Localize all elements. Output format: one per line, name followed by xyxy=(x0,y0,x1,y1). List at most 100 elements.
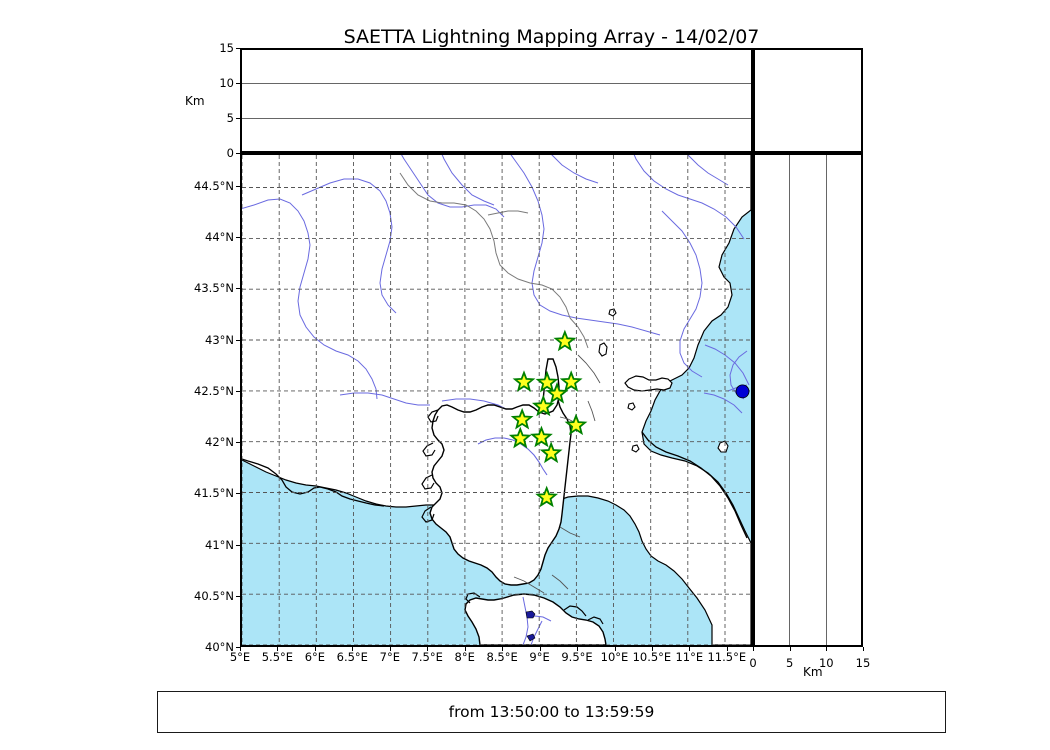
lat-tick-mark xyxy=(236,442,240,443)
right-panel-gridline xyxy=(825,155,827,645)
lat-tick-label: 43°N xyxy=(205,332,234,347)
right-panel-gridline xyxy=(789,155,791,645)
right-panel-x-tick-label: 10 xyxy=(818,656,834,670)
altitude-vs-latitude-panel[interactable] xyxy=(753,153,863,647)
top-panel-y-axis-label: Km xyxy=(185,94,205,108)
lat-tick-label: 43.5°N xyxy=(194,281,234,296)
station-star-marker xyxy=(508,426,532,449)
lat-tick-mark xyxy=(236,339,240,341)
lon-tick-mark xyxy=(651,647,653,651)
lon-tick-mark xyxy=(464,647,466,651)
administrative-borders xyxy=(399,172,589,349)
landmass-sardinia xyxy=(464,593,607,645)
station-star-marker xyxy=(559,370,583,392)
lon-tick-label: 8°E xyxy=(454,650,475,664)
station-star-marker xyxy=(512,370,536,392)
lon-tick-label: 7.5°E xyxy=(411,650,443,664)
lon-tick-label: 6.5°E xyxy=(336,650,368,664)
lon-tick-mark xyxy=(614,647,616,651)
top-panel-y-tick-mark xyxy=(236,118,240,119)
lon-tick-label: 9.5°E xyxy=(561,650,593,664)
lon-tick-mark xyxy=(577,647,578,651)
map-markers-layer xyxy=(508,329,750,508)
island-capraia xyxy=(598,342,608,357)
time-range-caption: from 13:50:00 to 13:59:59 xyxy=(157,691,946,733)
lon-tick-mark xyxy=(689,647,691,651)
altitude-histogram-panel[interactable] xyxy=(753,48,863,153)
lon-tick-mark xyxy=(240,647,241,651)
altitude-vs-longitude-panel[interactable] xyxy=(240,48,753,153)
right-panel-x-tick-mark xyxy=(863,647,864,651)
coastline-liguria xyxy=(641,431,748,539)
lon-tick-label: 7°E xyxy=(379,650,400,664)
lat-tick-mark xyxy=(236,288,240,290)
right-panel-x-tick-mark xyxy=(753,647,754,651)
lon-tick-label: 5.5°E xyxy=(261,650,294,664)
lon-tick-label: 10°E xyxy=(600,650,629,664)
island-giglio xyxy=(717,440,729,453)
lon-tick-mark xyxy=(277,647,279,651)
lat-tick-mark xyxy=(236,390,240,392)
top-panel-gridline xyxy=(242,117,751,119)
top-panel-gridline xyxy=(242,82,751,84)
right-panel-x-tick-label: 0 xyxy=(749,656,757,670)
lon-tick-label: 9°E xyxy=(529,650,550,664)
lat-tick-label: 44.5°N xyxy=(194,178,234,193)
page-title: SAETTA Lightning Mapping Array - 14/02/0… xyxy=(343,26,760,48)
map-panel[interactable] xyxy=(240,153,753,647)
station-star-marker xyxy=(535,370,559,393)
island-pianosa xyxy=(627,402,636,411)
station-star-marker xyxy=(530,425,553,448)
right-panel-x-tick-label: 5 xyxy=(786,656,794,670)
lon-tick-mark xyxy=(539,647,541,651)
top-panel-y-tick-label: 0 xyxy=(226,146,234,160)
station-star-marker xyxy=(564,413,588,436)
station-star-marker xyxy=(531,394,555,417)
lon-tick-label: 11°E xyxy=(675,650,704,664)
lon-tick-mark xyxy=(502,647,504,651)
lat-tick-label: 40.5°N xyxy=(194,588,234,603)
coastline-riviera xyxy=(242,458,385,507)
top-panel-y-tick-mark xyxy=(236,83,240,84)
map-gridlines xyxy=(242,155,751,645)
lat-tick-mark xyxy=(236,595,240,597)
lakes-sardinia xyxy=(525,610,536,642)
right-panel-x-tick-mark xyxy=(789,647,791,651)
lon-tick-mark xyxy=(726,647,728,651)
time-range-text: from 13:50:00 to 13:59:59 xyxy=(448,703,655,721)
top-panel-y-tick-label: 5 xyxy=(226,111,234,125)
station-star-marker xyxy=(539,441,563,464)
lightning-source-marker xyxy=(735,384,750,399)
top-panel-y-tick-mark xyxy=(236,48,240,49)
lon-tick-mark xyxy=(389,647,391,651)
lat-tick-mark xyxy=(236,647,240,648)
lat-tick-label: 42.5°N xyxy=(194,383,234,398)
right-panel-x-tick-label: 15 xyxy=(855,656,871,670)
lat-tick-label: 41°N xyxy=(205,537,234,552)
lat-tick-label: 42°N xyxy=(205,435,234,449)
lon-tick-label: 10.5°E xyxy=(632,650,672,664)
lat-tick-label: 40°N xyxy=(205,640,234,654)
station-star-marker xyxy=(553,329,577,352)
lat-tick-mark xyxy=(236,544,240,546)
lat-tick-label: 44°N xyxy=(205,230,234,244)
lon-tick-mark xyxy=(314,647,316,651)
lat-tick-mark xyxy=(236,185,240,187)
island-montecristo xyxy=(631,444,640,453)
station-star-marker xyxy=(510,407,534,430)
lon-tick-mark xyxy=(427,647,429,651)
lon-tick-label: 6°E xyxy=(304,650,326,664)
lat-tick-mark xyxy=(236,493,240,495)
top-panel-y-tick-label: 10 xyxy=(219,76,234,90)
lat-tick-mark xyxy=(236,237,240,238)
right-panel-x-axis-label: Km xyxy=(803,665,823,679)
lon-tick-mark xyxy=(352,647,354,651)
lon-tick-label: 5°E xyxy=(229,650,251,664)
station-star-marker xyxy=(535,485,559,508)
map-graphic xyxy=(242,155,751,645)
right-panel-x-tick-mark xyxy=(826,647,828,651)
top-panel-y-tick-label: 15 xyxy=(219,41,234,55)
lon-tick-label: 11.5°E xyxy=(707,650,747,664)
island-elba xyxy=(624,375,673,392)
